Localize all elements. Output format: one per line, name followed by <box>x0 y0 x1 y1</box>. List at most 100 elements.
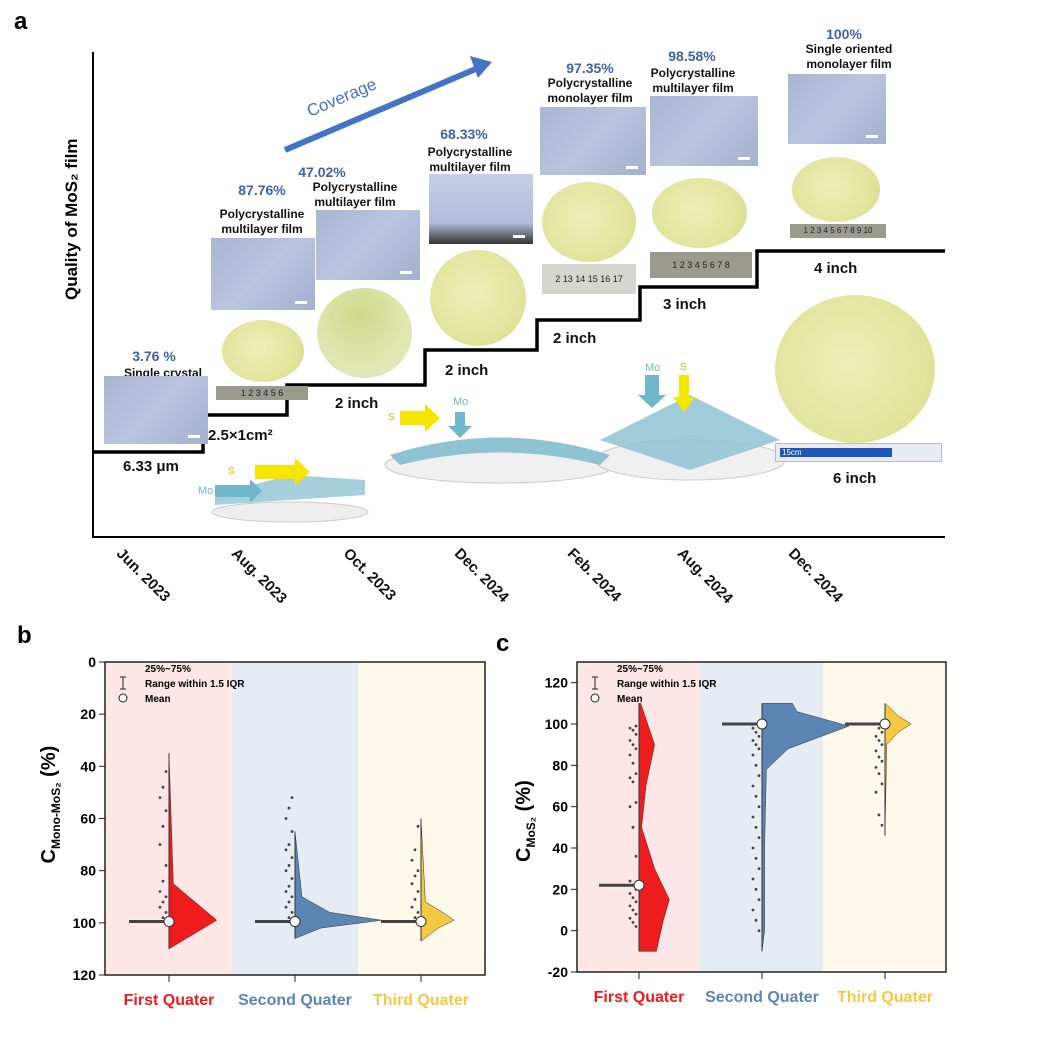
data-point <box>161 916 165 920</box>
legend-mean: Mean <box>617 694 643 705</box>
data-point <box>284 905 288 909</box>
data-point <box>754 794 758 798</box>
legend-mean: Mean <box>145 694 171 705</box>
data-point <box>751 846 755 850</box>
size-step-line <box>93 249 945 454</box>
micrograph-image <box>650 96 758 166</box>
data-point <box>757 774 761 778</box>
ruler: 1 2 3 4 5 6 7 8 9 10 <box>790 224 886 238</box>
data-point <box>880 730 884 734</box>
data-point <box>631 896 635 899</box>
data-point <box>631 728 635 732</box>
y-tick-label: 100 <box>73 915 97 931</box>
wafer-photo <box>430 250 526 346</box>
data-point <box>631 743 635 747</box>
film-description: Polycrystalline monolayer film <box>547 76 633 105</box>
data-point <box>164 895 168 899</box>
data-point <box>877 813 881 817</box>
data-point <box>287 900 291 904</box>
legend-iqr: 25%~75% <box>617 664 663 675</box>
category-label: Second Quater <box>705 989 819 1006</box>
data-point <box>877 726 881 730</box>
data-point <box>631 780 635 784</box>
data-point <box>410 882 414 886</box>
mo-label: Mo <box>198 485 214 497</box>
data-point <box>751 784 755 788</box>
data-point <box>290 830 294 833</box>
data-point <box>634 900 638 904</box>
size-label: 2 inch <box>335 395 379 412</box>
mean-marker <box>756 718 768 730</box>
micrograph-image <box>540 107 646 175</box>
panel-a-axes <box>92 52 945 538</box>
film-description: Polycrystalline multilayer film <box>650 66 736 95</box>
s-label-2: S <box>388 412 395 423</box>
violin-shape <box>638 703 670 952</box>
legend-mean-icon <box>118 693 128 703</box>
micrograph-image <box>104 376 208 444</box>
coverage-pct: 97.35% <box>566 60 614 76</box>
size-label: 6 inch <box>833 470 877 487</box>
size-label: 6.33 μm <box>123 458 179 475</box>
coverage-pct: 98.58% <box>668 48 716 64</box>
data-point <box>751 908 755 912</box>
coverage-arrow-head-icon <box>470 56 492 78</box>
coverage-pct: 87.76% <box>238 182 286 198</box>
coverage-pct: 68.33% <box>440 126 488 142</box>
data-point <box>164 809 168 813</box>
data-point <box>290 796 294 800</box>
y-tick-label: 60 <box>552 799 568 815</box>
data-point <box>416 890 420 893</box>
coverage-arrow <box>283 65 480 153</box>
y-tick-label: 120 <box>545 675 569 691</box>
data-point <box>754 763 758 767</box>
s-label: S <box>228 466 235 477</box>
wafer-photo <box>222 320 304 382</box>
mean-marker <box>879 718 891 730</box>
violin-shape <box>884 702 912 836</box>
data-point <box>751 815 755 819</box>
data-point <box>751 877 755 881</box>
data-point <box>410 905 414 909</box>
ruler: 1 2 3 4 5 6 <box>216 386 308 400</box>
legend-whisker-icon <box>592 676 598 690</box>
mean-marker <box>633 879 645 891</box>
data-point <box>287 806 291 810</box>
ruler: 2 13 14 15 16 17 <box>542 264 636 294</box>
micrograph-image <box>211 238 315 310</box>
y-tick-label: 40 <box>552 840 568 856</box>
data-point <box>416 869 420 873</box>
mean-marker <box>415 916 427 928</box>
y-tick-label: 20 <box>552 881 568 897</box>
wafer-photo-6inch <box>775 295 935 443</box>
data-point <box>874 749 878 753</box>
data-point <box>413 874 417 878</box>
violin-shape <box>420 818 455 942</box>
size-label: 2 inch <box>553 330 597 347</box>
data-point <box>161 900 165 904</box>
data-point <box>164 864 168 867</box>
y-tick-label: 40 <box>80 758 96 774</box>
data-point <box>757 929 761 933</box>
data-point <box>164 770 168 773</box>
data-point <box>290 895 294 899</box>
y-tick-label: 120 <box>73 967 97 983</box>
data-point <box>628 879 632 883</box>
panel-a-label: a <box>14 8 28 35</box>
size-label: 4 inch <box>814 260 858 277</box>
ruler-15cm: 15cm <box>775 443 942 462</box>
data-point <box>634 925 638 928</box>
data-point <box>158 890 162 893</box>
data-point <box>634 912 638 916</box>
violin-shape <box>761 703 850 952</box>
data-point <box>754 856 758 860</box>
data-point <box>634 732 638 736</box>
data-point <box>628 776 632 780</box>
data-point <box>410 858 414 862</box>
y-tick-label: -20 <box>548 964 568 980</box>
data-point <box>880 743 884 747</box>
panel-a-y-label: Quality of MoS₂ film <box>62 138 81 301</box>
data-point <box>628 892 632 895</box>
data-point <box>634 724 638 728</box>
data-point <box>880 823 884 827</box>
